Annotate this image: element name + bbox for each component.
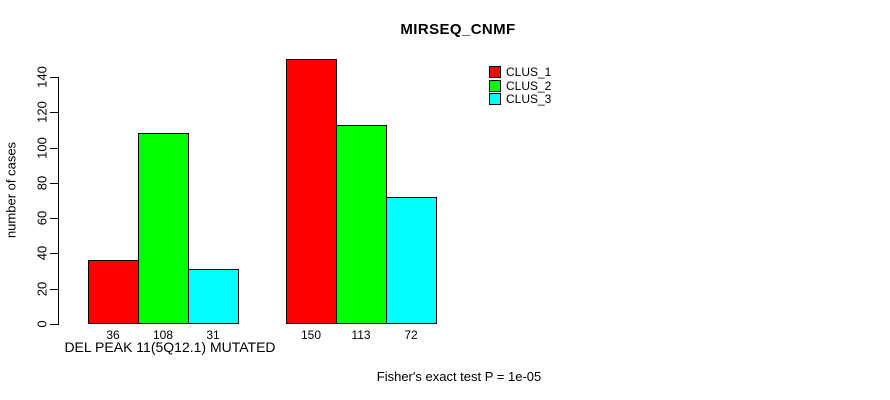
bar-value-label-clus_1-group1: 36 <box>106 328 120 342</box>
y-axis-tick-100 <box>50 148 58 149</box>
legend: CLUS_1 CLUS_2 CLUS_3 <box>489 65 551 106</box>
y-tick-label-20: 20 <box>34 281 50 297</box>
y-axis-tick-20 <box>50 289 58 290</box>
legend-item-clus_1: CLUS_1 <box>489 65 551 79</box>
bar-clus_3-group1 <box>188 269 239 324</box>
bar-value-label-clus_3-group2: 72 <box>404 328 418 342</box>
y-tick-label-40: 40 <box>34 245 50 261</box>
bar-clus_1-group1 <box>88 260 139 324</box>
y-tick-label-80: 80 <box>34 175 50 191</box>
y-axis-tick-60 <box>50 218 58 219</box>
fishers-test-annotation: Fisher's exact test P = 1e-05 <box>376 369 542 384</box>
y-axis-tick-40 <box>50 253 58 254</box>
legend-item-clus_2: CLUS_2 <box>489 79 551 93</box>
legend-swatch-clus_1 <box>489 65 501 78</box>
legend-swatch-clus_3 <box>489 93 501 106</box>
y-axis-line <box>58 77 59 325</box>
y-tick-label-140: 140 <box>34 66 50 88</box>
bar-clus_3-group2 <box>386 197 437 324</box>
legend-label: CLUS_1 <box>506 64 552 79</box>
y-tick-label-100: 100 <box>34 137 50 159</box>
y-tick-label-60: 60 <box>34 210 50 226</box>
legend-swatch-clus_2 <box>489 79 501 92</box>
y-tick-label-0: 0 <box>34 320 50 328</box>
y-axis-tick-0 <box>50 324 58 325</box>
y-axis-tick-140 <box>50 77 58 78</box>
legend-label: CLUS_3 <box>506 92 552 107</box>
y-axis-tick-80 <box>50 183 58 184</box>
bar-clus_1-group2 <box>286 59 337 324</box>
bar-value-label-clus_1-group2: 150 <box>300 328 322 342</box>
bar-clus_2-group2 <box>336 125 387 324</box>
chart-title: MIRSEQ_CNMF <box>400 21 516 38</box>
y-tick-label-120: 120 <box>34 101 50 123</box>
bar-value-label-clus_2-group1: 108 <box>152 328 174 342</box>
bar-value-label-clus_2-group2: 113 <box>351 328 371 342</box>
x-axis-group-label: DEL PEAK 11(5Q12.1) MUTATED <box>64 339 276 355</box>
legend-label: CLUS_2 <box>506 78 552 93</box>
legend-item-clus_3: CLUS_3 <box>489 92 551 106</box>
bar-value-label-clus_3-group1: 31 <box>206 328 220 342</box>
bar-clus_2-group1 <box>138 133 189 324</box>
y-axis-tick-120 <box>50 112 58 113</box>
